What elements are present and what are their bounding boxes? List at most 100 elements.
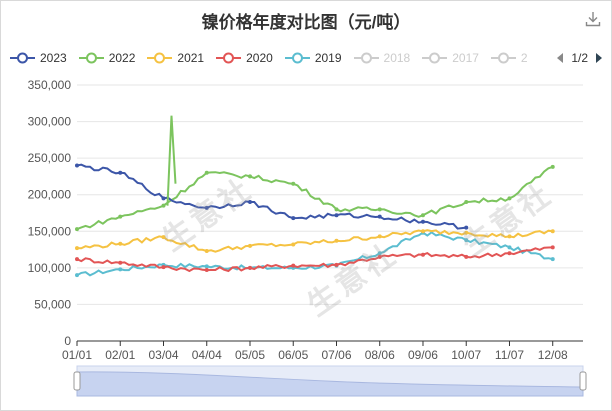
legend-line-circle-icon [490, 52, 516, 64]
data-point-2023[interactable] [161, 196, 166, 201]
legend-label: 2017 [452, 51, 479, 65]
legend-item-2022[interactable]: 2022 [78, 51, 135, 65]
x-tick-label: 04/04 [192, 348, 222, 362]
x-tick-label: 02/01 [105, 348, 135, 362]
legend-item-2023[interactable]: 2023 [10, 51, 67, 65]
x-tick-label: 06/05 [278, 348, 308, 362]
y-tick-label: 250,000 [28, 151, 72, 165]
data-point-2020[interactable] [247, 265, 252, 270]
y-tick-label: 50,000 [34, 297, 71, 311]
data-point-2022[interactable] [161, 203, 166, 208]
data-point-2020[interactable] [420, 252, 425, 257]
data-point-2020[interactable] [507, 251, 512, 256]
x-tick-label: 03/04 [148, 348, 178, 362]
x-tick-label: 11/07 [495, 348, 524, 362]
data-point-2020[interactable] [377, 254, 382, 259]
legend-pager: 1/2 [555, 48, 604, 68]
data-point-2019[interactable] [204, 264, 209, 269]
data-point-2021[interactable] [550, 229, 555, 234]
data-point-2021[interactable] [247, 243, 252, 248]
data-point-2022[interactable] [291, 181, 296, 186]
data-point-2022[interactable] [550, 164, 555, 169]
data-point-2021[interactable] [204, 249, 209, 254]
data-point-2022[interactable] [334, 207, 339, 212]
data-point-2021[interactable] [75, 246, 79, 251]
data-point-2021[interactable] [464, 230, 469, 235]
legend-item-2018[interactable]: 2018 [353, 51, 411, 65]
series-line-2020 [76, 246, 553, 273]
x-tick-label: 07/06 [321, 348, 351, 362]
data-point-2023[interactable] [247, 200, 252, 205]
data-point-2021[interactable] [507, 234, 512, 239]
data-point-2022[interactable] [118, 214, 123, 219]
data-point-2023[interactable] [420, 219, 425, 224]
data-point-2019[interactable] [75, 273, 79, 278]
arrow-left-icon[interactable] [555, 52, 565, 64]
data-point-2021[interactable] [420, 229, 425, 234]
data-point-2021[interactable] [118, 241, 123, 246]
data-point-2019[interactable] [550, 257, 555, 262]
legend-item-2020[interactable]: 2020 [216, 51, 273, 65]
data-point-2022[interactable] [377, 207, 382, 212]
data-point-2019[interactable] [464, 238, 469, 243]
data-point-2020[interactable] [291, 263, 296, 268]
data-point-2023[interactable] [334, 213, 339, 218]
data-point-2021[interactable] [377, 234, 382, 239]
data-point-2020[interactable] [334, 262, 339, 267]
data-point-2019[interactable] [118, 267, 123, 272]
chart-title: 镍价格年度对比图（元/吨） [201, 13, 411, 32]
legend-line-circle-icon [78, 52, 104, 64]
legend-label: 2020 [246, 51, 273, 65]
x-tick-label: 10/07 [451, 348, 481, 362]
data-point-2020[interactable] [75, 257, 79, 262]
legend-line-circle-icon [353, 52, 379, 64]
data-point-2022[interactable] [464, 200, 469, 205]
data-point-2023[interactable] [75, 163, 79, 168]
data-point-2020[interactable] [204, 268, 209, 273]
legend-label: 2023 [40, 51, 67, 65]
legend-item-2[interactable]: 2 [490, 51, 528, 65]
series-line-2021 [76, 229, 553, 253]
series-line-2023 [76, 163, 467, 230]
legend-item-2021[interactable]: 2021 [147, 51, 204, 65]
data-point-2020[interactable] [550, 245, 555, 250]
zoom-slider-preview [76, 371, 584, 397]
y-tick-label: 300,000 [28, 115, 72, 129]
data-point-2022[interactable] [204, 170, 209, 175]
data-point-2021[interactable] [334, 238, 339, 243]
data-point-2021[interactable] [291, 242, 296, 247]
data-point-2022[interactable] [247, 174, 252, 179]
legend-label: 2019 [314, 51, 342, 65]
data-point-2020[interactable] [118, 260, 123, 265]
zoom-handle-right[interactable] [579, 371, 587, 391]
download-icon[interactable] [584, 10, 602, 28]
data-point-2023[interactable] [377, 214, 382, 219]
legend-line-circle-icon [216, 52, 242, 64]
data-point-2019[interactable] [507, 245, 512, 250]
legend-line-circle-icon [10, 52, 35, 64]
data-point-2022[interactable] [75, 227, 79, 232]
legend-line-circle-icon [147, 52, 173, 64]
legend-label: 2018 [383, 51, 411, 65]
data-point-2019[interactable] [377, 251, 382, 256]
legend-label: 2021 [177, 51, 205, 65]
data-point-2023[interactable] [204, 205, 209, 210]
legend-item-2019[interactable]: 2019 [284, 51, 342, 65]
zoom-handle-left[interactable] [73, 371, 81, 391]
data-point-2021[interactable] [161, 235, 166, 240]
legend: 2023 2022 2021 2020 2019 2018 2017 2 [10, 48, 540, 68]
series-line-2022 [76, 165, 554, 231]
data-point-2020[interactable] [161, 265, 166, 270]
data-point-2023[interactable] [118, 170, 123, 175]
legend-item-2017[interactable]: 2017 [422, 51, 479, 65]
x-tick-label: 08/06 [365, 348, 395, 362]
legend-label: 2 [520, 51, 528, 65]
data-point-2020[interactable] [464, 254, 469, 259]
legend-line-circle-icon [284, 52, 310, 64]
arrow-right-icon[interactable] [594, 52, 604, 64]
x-tick-label: 05/05 [235, 348, 265, 362]
data-point-2023[interactable] [291, 216, 296, 221]
data-point-2022[interactable] [507, 196, 512, 201]
data-point-2023[interactable] [464, 225, 469, 230]
data-point-2022[interactable] [420, 213, 425, 218]
